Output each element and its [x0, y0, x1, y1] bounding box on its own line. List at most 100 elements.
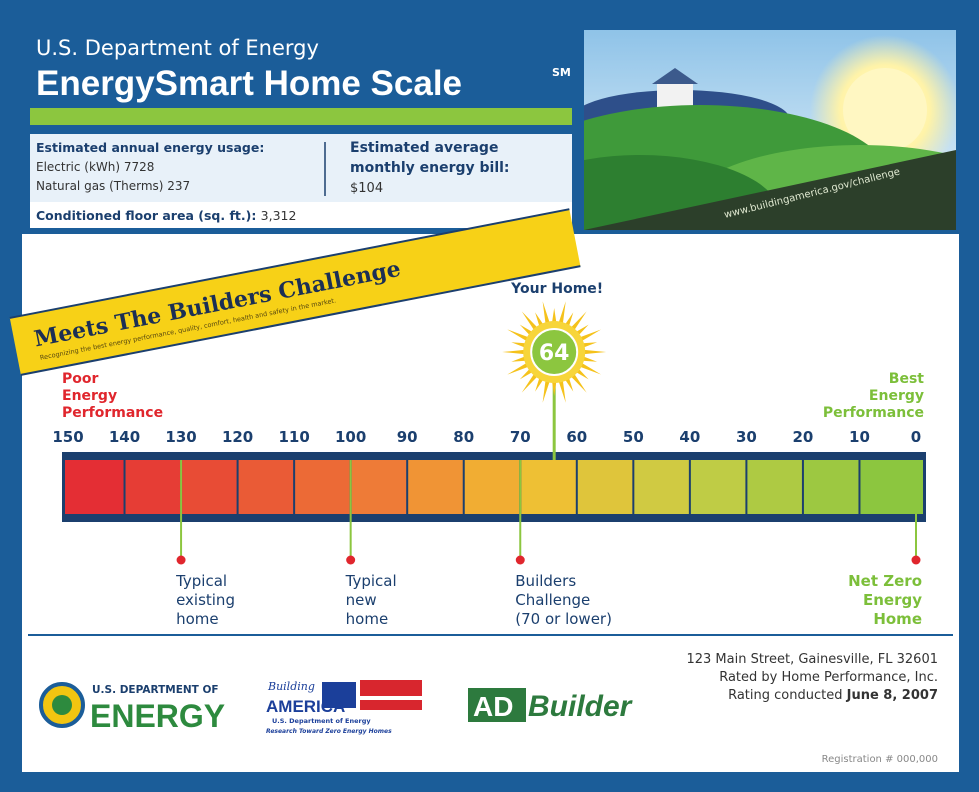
ba-logo-tagline: Research Toward Zero Energy Homes: [266, 728, 392, 735]
scale-tick-label: 20: [792, 428, 813, 446]
scale-tick-label: 40: [679, 428, 700, 446]
marker-label: Energy: [863, 591, 922, 609]
best-label: Energy: [869, 388, 924, 404]
bill-amount: $104: [350, 181, 383, 196]
marker-label: Home: [873, 610, 922, 628]
scale-segment: [690, 460, 746, 514]
scale-tick-label: 110: [278, 428, 309, 446]
marker-label: Typical: [175, 572, 227, 590]
area-box: [30, 202, 572, 228]
ad-logo-builder: Builder: [528, 690, 634, 723]
marker-label: Net Zero: [848, 572, 922, 590]
marker-dot: [176, 555, 186, 565]
ba-logo-agency: U.S. Department of Energy: [272, 717, 371, 725]
scale-tick-label: 140: [109, 428, 140, 446]
scale-tick-label: 80: [453, 428, 474, 446]
house: [657, 82, 693, 108]
doe-logo: U.S. DEPARTMENT OF ENERGY: [39, 682, 225, 734]
doe-logo-word: ENERGY: [90, 698, 225, 734]
scale-segment: [182, 460, 237, 514]
poor-label: Poor: [62, 371, 98, 387]
scale-tick-label: 90: [397, 428, 418, 446]
marker-label: home: [176, 610, 219, 628]
rating-date: Rating conducted June 8, 2007: [728, 688, 938, 703]
scale-segment: [464, 460, 520, 514]
area-value: 3,312: [261, 208, 297, 223]
scale-segment: [125, 460, 181, 514]
usage-box: [30, 134, 572, 202]
scale: 150 140 130 120 110 100 90 80 70 60 50 40 30 20 10 0Poo…: [52, 281, 926, 628]
scale-segment: [521, 460, 576, 514]
marker-label: Typical: [345, 572, 397, 590]
best-label: Performance: [823, 405, 924, 421]
green-bar: [30, 108, 572, 125]
marker-label: new: [346, 591, 377, 609]
marker-dot: [515, 555, 525, 565]
poor-label: Energy: [62, 388, 117, 404]
road: [584, 150, 956, 230]
scale-segment: [747, 460, 802, 514]
flag-stars: [322, 682, 356, 708]
photo: www.buildingamerica.gov/challenge: [584, 30, 956, 230]
ba-logo-word: AMERICA: [266, 697, 345, 716]
scale-segment: [65, 460, 124, 514]
scale-segment: [351, 460, 407, 514]
scale-tick-label: 0: [911, 428, 921, 446]
doe-seal-center: [52, 695, 72, 715]
scale-segment: [238, 460, 294, 514]
marker-label: existing: [176, 591, 235, 609]
rating-date-value: June 8, 2007: [846, 688, 938, 703]
scale-segment: [803, 460, 859, 514]
poor-label: Performance: [62, 405, 163, 421]
your-home-label: Your Home!: [510, 281, 603, 297]
marker-label: Challenge: [515, 591, 590, 609]
bill-heading: Estimated average: [350, 140, 498, 156]
electric-usage: Electric (kWh) 7728: [36, 160, 154, 174]
banner-edge: [20, 265, 581, 376]
ad-logo: AD Builder: [468, 688, 634, 723]
area-label-text: Conditioned floor area (sq. ft.):: [36, 208, 256, 223]
scale-segment: [860, 460, 923, 514]
usage-heading: Estimated annual energy usage:: [36, 140, 264, 155]
banner-band: [9, 209, 581, 375]
marker-label: home: [346, 610, 389, 628]
address: 123 Main Street, Gainesville, FL 32601: [686, 652, 938, 667]
scale-tick-label: 100: [335, 428, 366, 446]
ba-logo: Building AMERICA U.S. Department of Ener…: [266, 680, 422, 735]
home-score: 64: [539, 341, 570, 366]
title: EnergySmart Home Scale: [36, 64, 462, 103]
ba-logo-top: Building: [267, 680, 315, 693]
scale-tick-label: 150: [52, 428, 83, 446]
marker-label: Builders: [515, 572, 576, 590]
flag-stripe: [360, 680, 422, 696]
home-score-disc: [530, 328, 579, 376]
scale-segment: [295, 460, 350, 514]
scale-segment: [634, 460, 689, 514]
scale-tick-label: 30: [736, 428, 757, 446]
scale-segment: [408, 460, 463, 514]
scale-tick-label: 50: [623, 428, 644, 446]
flag-stripe: [360, 700, 422, 710]
ad-logo-ad: AD: [473, 691, 513, 722]
doe-logo-top: U.S. DEPARTMENT OF: [92, 684, 219, 696]
best-label: Best: [889, 371, 924, 387]
registration: Registration # 000,000: [822, 754, 938, 765]
title-mark: SM: [552, 66, 571, 79]
bill-heading: monthly energy bill:: [350, 160, 510, 176]
scale-tick-label: 120: [222, 428, 253, 446]
scale-segment: [577, 460, 633, 514]
scale-tick-label: 60: [566, 428, 587, 446]
rating-prefix: Rating conducted: [728, 688, 842, 703]
scale-tick-label: 10: [849, 428, 870, 446]
photo-sun-core: [843, 68, 927, 152]
roof: [652, 68, 698, 84]
scale-tick-label: 130: [165, 428, 196, 446]
gas-usage: Natural gas (Therms) 237: [36, 179, 190, 193]
marker-dot: [346, 555, 356, 565]
scale-tick-label: 70: [510, 428, 531, 446]
area-label: Conditioned floor area (sq. ft.): 3,312: [36, 208, 296, 223]
marker-dot: [911, 555, 921, 565]
rated-by: Rated by Home Performance, Inc.: [719, 670, 938, 685]
ad-box: [468, 688, 526, 722]
